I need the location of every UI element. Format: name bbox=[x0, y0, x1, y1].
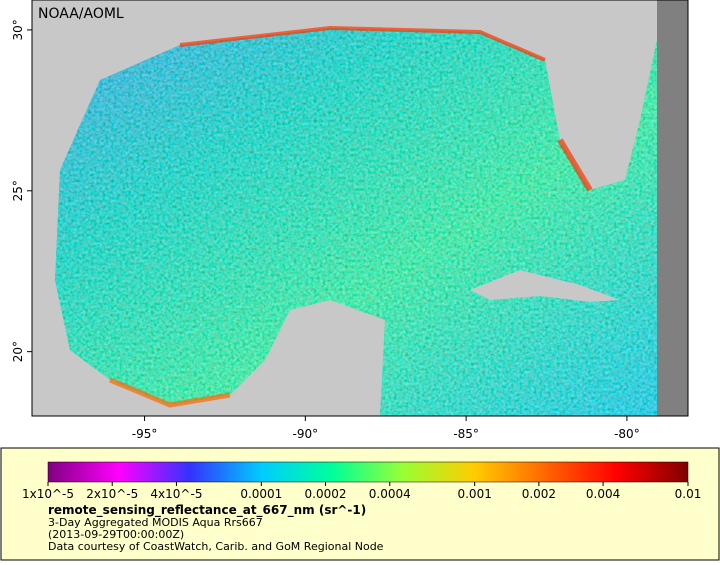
legend-line: Data courtesy of CoastWatch, Carib. and … bbox=[48, 540, 384, 553]
colorbar-tick-label: 4x10^-5 bbox=[150, 487, 202, 501]
colorbar-tick-label: 2x10^-5 bbox=[86, 487, 138, 501]
x-tick-label: -90° bbox=[293, 427, 319, 441]
colorbar-tick-label: 0.0001 bbox=[240, 487, 282, 501]
colorbar-tick-label: 0.01 bbox=[675, 487, 702, 501]
cuba bbox=[470, 270, 620, 302]
y-tick-label: 20° bbox=[11, 341, 25, 362]
colorbar-tick-label: 0.0002 bbox=[305, 487, 347, 501]
legend-line: 3-Day Aggregated MODIS Aqua Rrs667 bbox=[48, 516, 263, 529]
x-tick-label: -85° bbox=[453, 427, 479, 441]
x-tick-label: -95° bbox=[132, 427, 158, 441]
colorbar-tick-label: 0.0004 bbox=[369, 487, 411, 501]
colorbar bbox=[47, 461, 689, 483]
y-tick-label: 30° bbox=[11, 19, 25, 40]
x-tick-label: -80° bbox=[614, 427, 640, 441]
colorbar-tick-label: 0.001 bbox=[457, 487, 491, 501]
y-tick-label: 25° bbox=[11, 180, 25, 201]
legend-line: (2013-09-29T00:00:00Z) bbox=[48, 528, 184, 541]
watermark: NOAA/AOML bbox=[38, 6, 124, 22]
map-frame bbox=[31, 0, 689, 417]
colorbar-tick-label: 0.004 bbox=[586, 487, 620, 501]
colorbar-tick-label: 0.002 bbox=[522, 487, 556, 501]
no-data bbox=[657, 0, 688, 416]
legend-title: remote_sensing_reflectance_at_667_nm (sr… bbox=[48, 503, 366, 518]
colorbar-tick-label: 1x10^-5 bbox=[22, 487, 74, 501]
ocean bbox=[55, 25, 657, 416]
